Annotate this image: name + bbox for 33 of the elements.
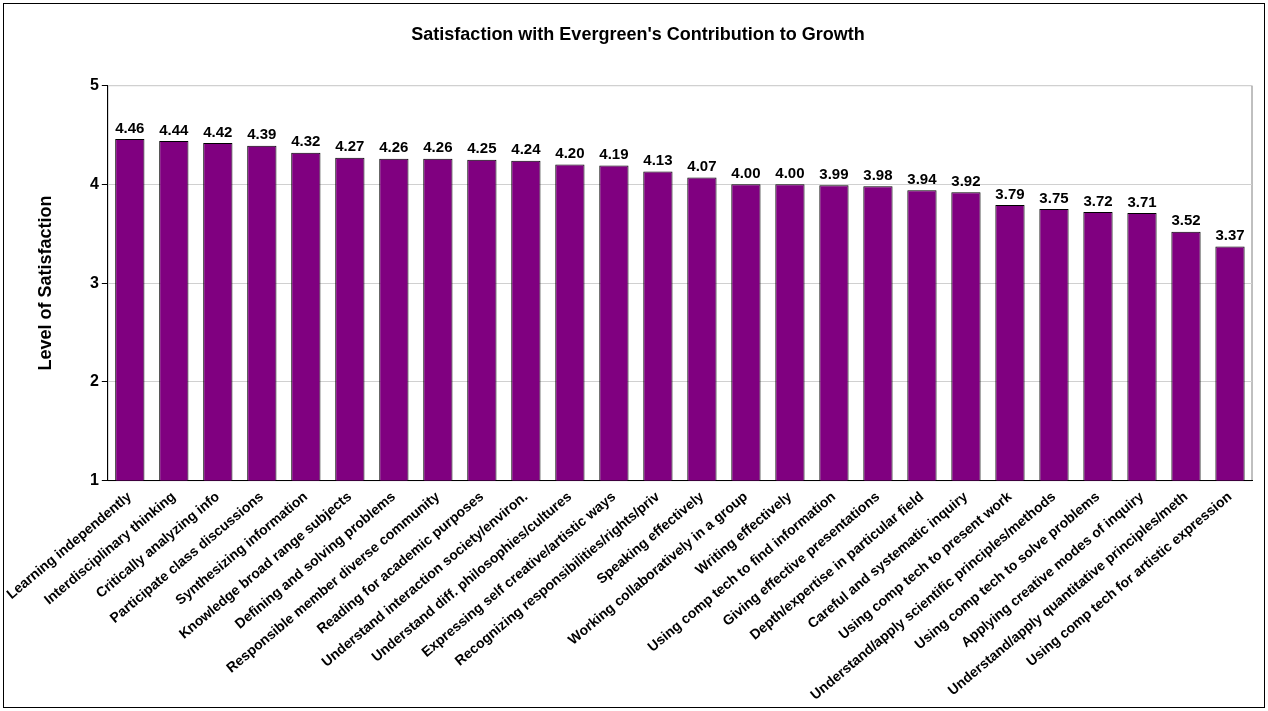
data-label: 3.92	[951, 171, 981, 189]
data-label: 4.27	[335, 137, 365, 155]
y-tick-label: 1	[89, 471, 99, 489]
y-axis-title: Level of Satisfaction	[35, 195, 56, 371]
data-label: 4.32	[291, 132, 321, 150]
data-label: 4.44	[159, 120, 190, 138]
data-label: 4.26	[423, 138, 453, 156]
data-label: 4.42	[203, 122, 233, 140]
y-tick-label: 2	[89, 372, 99, 390]
data-label: 4.00	[731, 163, 761, 181]
data-label: 4.19	[599, 145, 629, 163]
data-label: 4.26	[379, 138, 409, 156]
y-tick-label: 5	[89, 76, 99, 94]
data-label: 3.98	[863, 165, 893, 183]
data-label: 3.71	[1127, 192, 1157, 210]
data-label: 3.94	[907, 169, 938, 187]
data-label: 3.72	[1083, 191, 1113, 209]
data-label: 3.37	[1215, 226, 1245, 244]
data-label: 4.46	[115, 118, 145, 136]
y-tick-label: 4	[89, 174, 99, 192]
data-label: 4.20	[555, 144, 585, 162]
y-tick-label: 3	[89, 273, 99, 291]
data-label: 4.25	[467, 139, 497, 157]
data-label: 4.39	[247, 125, 277, 143]
data-label: 4.00	[775, 163, 805, 181]
data-label: 3.52	[1171, 211, 1201, 229]
data-label: 4.07	[687, 157, 717, 175]
data-label: 4.13	[643, 151, 673, 169]
data-label: 3.75	[1039, 188, 1069, 206]
chart-title: Satisfaction with Evergreen's Contribution to Growth	[411, 23, 865, 44]
data-label: 4.24	[511, 140, 542, 158]
data-label: 3.99	[819, 164, 849, 182]
data-label: 3.79	[995, 184, 1025, 202]
